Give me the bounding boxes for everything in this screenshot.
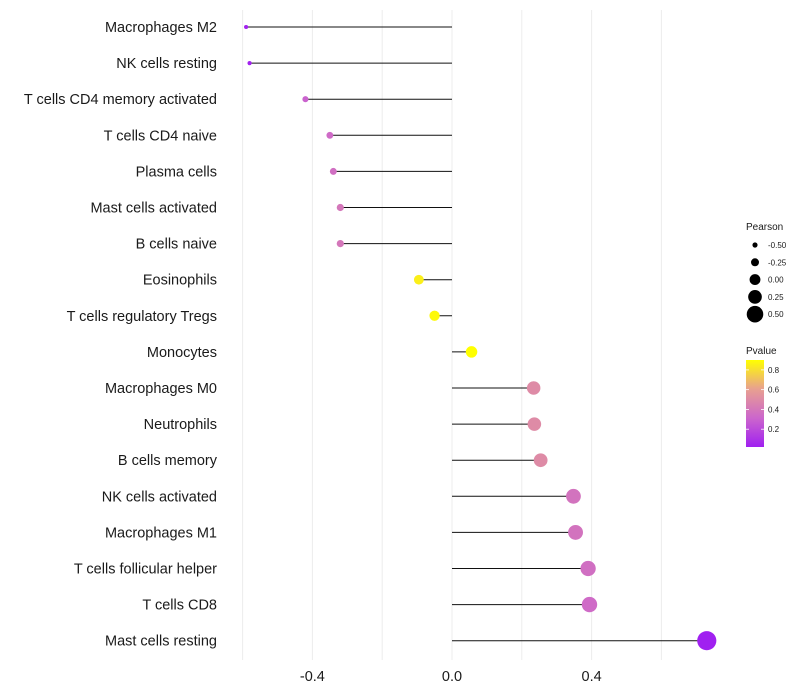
- lollipop-sticks: [246, 26, 707, 642]
- lollipop-point: [527, 417, 542, 431]
- color-legend-bar: [746, 360, 764, 447]
- category-labels: Macrophages M2 NK cells resting T cells CD…: [24, 20, 218, 650]
- lollipop-point: [465, 346, 478, 358]
- category-label: Eosinophils: [143, 273, 217, 289]
- lollipop-point: [247, 60, 252, 66]
- lollipop-point: [326, 131, 334, 139]
- lollipop-point: [568, 524, 583, 540]
- lollipop-point: [329, 167, 337, 175]
- category-label: NK cells resting: [116, 56, 217, 72]
- size-legend-key: [746, 305, 764, 323]
- category-label: B cells memory: [118, 453, 218, 469]
- size-legend-label: 0.50: [768, 310, 784, 319]
- size-legend-key: [748, 290, 762, 304]
- size-legend-label: 0.00: [768, 276, 784, 285]
- lollipop-point: [526, 381, 541, 395]
- category-label: Monocytes: [147, 345, 217, 361]
- size-legend-label: -0.25: [768, 258, 787, 267]
- size-legend-title: Pearson: [746, 222, 783, 233]
- category-label: Macrophages M1: [105, 525, 217, 541]
- size-legend: Pearson -0.50 -0.25 0.00 0.25 0.50: [746, 222, 787, 323]
- x-tick-labels: -0.4 0.0 0.4: [300, 669, 602, 685]
- color-legend-title: Pvalue: [746, 346, 777, 357]
- size-legend-label: -0.50: [768, 241, 787, 250]
- x-tick-label: 0.0: [442, 669, 462, 685]
- lollipop-point: [566, 488, 581, 504]
- gridlines: [242, 10, 662, 660]
- size-legend-label: 0.25: [768, 293, 784, 302]
- category-label: Macrophages M0: [105, 381, 217, 397]
- size-legend-key: [749, 274, 761, 286]
- lollipop-point: [302, 96, 309, 103]
- lollipop-point: [244, 24, 249, 30]
- x-tick-label: -0.4: [300, 669, 325, 685]
- category-label: T cells follicular helper: [74, 562, 217, 578]
- lollipop-point: [533, 453, 548, 468]
- category-label: Plasma cells: [136, 164, 217, 180]
- size-legend-key: [752, 242, 758, 248]
- lollipop-point: [336, 240, 344, 248]
- lollipop-point: [697, 631, 717, 651]
- lollipop-point: [413, 274, 424, 285]
- category-label: T cells regulatory Tregs: [67, 309, 217, 325]
- category-label: Mast cells resting: [105, 634, 217, 650]
- category-label: Neutrophils: [144, 417, 217, 433]
- color-legend-label: 0.4: [768, 405, 780, 414]
- color-legend-label: 0.6: [768, 386, 780, 395]
- lollipop-point: [580, 560, 596, 577]
- lollipop-point: [336, 203, 344, 212]
- size-legend-key: [751, 258, 759, 267]
- category-label: T cells CD4 memory activated: [24, 92, 217, 108]
- lollipop-point: [429, 310, 440, 321]
- lollipop-point: [581, 596, 598, 613]
- category-label: Macrophages M2: [105, 20, 217, 36]
- x-tick-label: 0.4: [582, 669, 602, 685]
- category-label: B cells naive: [136, 237, 217, 253]
- category-label: T cells CD8: [142, 598, 217, 614]
- category-label: T cells CD4 naive: [104, 128, 217, 144]
- color-legend: Pvalue 0.8 0.6 0.4 0.2: [746, 346, 780, 447]
- category-label: Mast cells activated: [90, 201, 217, 217]
- color-legend-label: 0.8: [768, 366, 780, 375]
- lollipop-points: [244, 24, 717, 651]
- category-label: NK cells activated: [102, 489, 217, 505]
- color-legend-label: 0.2: [768, 425, 780, 434]
